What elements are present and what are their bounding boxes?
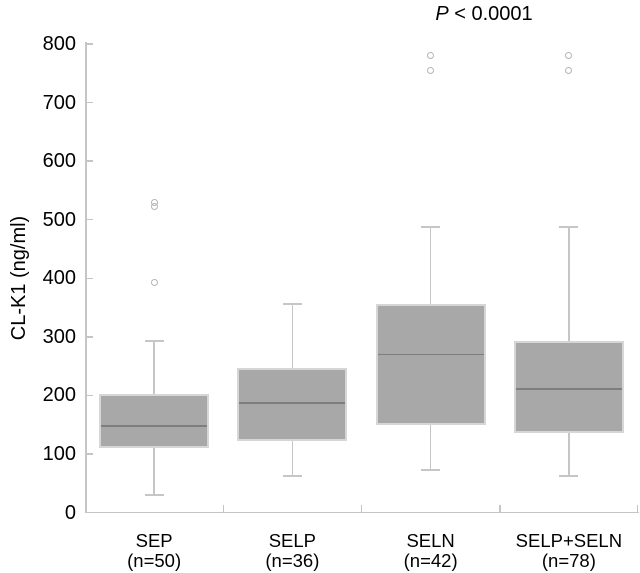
x-category-label-block: SEP (n=50) xyxy=(79,531,229,573)
y-tick-line xyxy=(85,218,93,221)
x-category-label-block: SELP+SELN (n=78) xyxy=(494,531,640,573)
median-line xyxy=(515,388,622,390)
y-tick-line xyxy=(85,43,93,45)
y-tick-label: 800 xyxy=(42,33,76,55)
y-tick-line xyxy=(85,101,93,104)
x-category-label: SELN xyxy=(406,530,455,551)
y-tick-label: 0 xyxy=(64,501,76,524)
x-category-divider-tick xyxy=(222,504,224,512)
median-line xyxy=(239,402,346,404)
x-category-n-label: (n=36) xyxy=(265,549,320,571)
y-tick-label: 300 xyxy=(42,325,76,348)
x-category-n-label: (n=50) xyxy=(127,549,182,571)
boxplot-box xyxy=(99,394,210,449)
outlier-circle xyxy=(150,278,158,286)
upper-whisker-line xyxy=(291,304,294,368)
outlier-circle xyxy=(150,198,158,206)
x-category-label: SELP+SELN xyxy=(515,530,623,551)
upper-whisker-line xyxy=(568,226,570,341)
outlier-circle xyxy=(427,66,435,74)
upper-whisker-line xyxy=(429,226,432,304)
lower-whisker-cap xyxy=(144,493,164,496)
lower-whisker-cap xyxy=(421,469,441,472)
lower-whisker-cap xyxy=(559,475,579,478)
median-line xyxy=(101,425,208,427)
outlier-circle xyxy=(565,52,573,60)
y-tick-label: 400 xyxy=(42,267,76,290)
x-category-label-block: SELN (n=42) xyxy=(356,531,506,573)
y-tick-label: 100 xyxy=(42,442,76,465)
boxplot-box xyxy=(375,304,486,425)
y-tick-label: 700 xyxy=(42,91,76,114)
y-tick-label: 500 xyxy=(42,208,76,231)
lower-whisker-line xyxy=(429,424,432,471)
x-axis-end-tick xyxy=(636,504,638,512)
x-category-n-label: (n=42) xyxy=(403,549,458,571)
lower-whisker-line xyxy=(568,432,570,477)
upper-whisker-cap xyxy=(144,339,164,342)
y-tick-line xyxy=(85,336,93,338)
upper-whisker-cap xyxy=(559,225,579,228)
y-tick-label: 200 xyxy=(42,384,76,407)
x-category-label-block: SELP (n=36) xyxy=(217,531,367,573)
y-tick-line xyxy=(85,511,93,514)
p-value-text: < 0.0001 xyxy=(448,3,533,25)
boxplot-box xyxy=(513,340,624,433)
upper-whisker-cap xyxy=(282,303,302,306)
x-category-label: SEP xyxy=(135,530,173,551)
upper-whisker-line xyxy=(153,340,155,395)
y-tick-line xyxy=(85,394,93,397)
x-category-label: SELP xyxy=(268,530,317,551)
y-tick-line xyxy=(85,160,93,162)
median-line xyxy=(377,353,484,356)
x-category-n-label: (n=78) xyxy=(541,549,596,571)
p-value-annotation: P < 0.0001 xyxy=(374,2,594,26)
lower-whisker-cap xyxy=(282,475,302,478)
outlier-circle xyxy=(427,52,435,60)
y-tick-line xyxy=(85,453,93,455)
outlier-circle xyxy=(565,66,573,74)
y-tick-label: 600 xyxy=(42,150,76,173)
upper-whisker-cap xyxy=(421,225,441,228)
lower-whisker-line xyxy=(291,441,294,477)
boxplot-box xyxy=(237,367,348,442)
lower-whisker-line xyxy=(153,448,155,495)
x-category-divider-tick xyxy=(499,504,501,512)
x-axis-line xyxy=(85,511,639,513)
y-tick-line xyxy=(85,277,93,279)
x-category-divider-tick xyxy=(360,504,363,512)
p-value-italic-p: P xyxy=(435,3,449,25)
